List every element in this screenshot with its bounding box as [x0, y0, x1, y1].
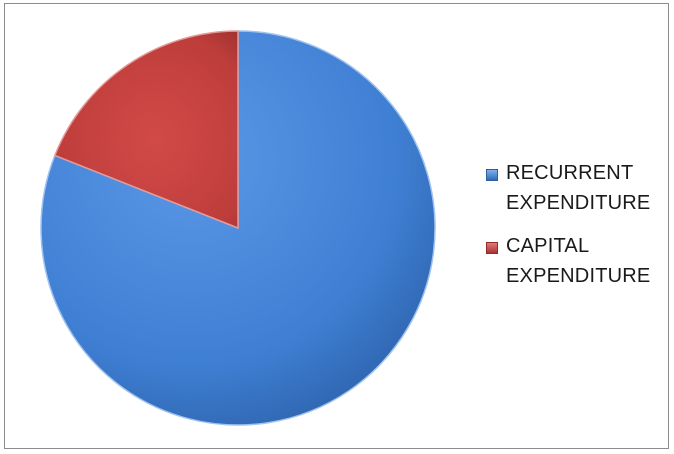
pie-slice-capital	[54, 30, 239, 229]
legend-label-capital: CAPITAL EXPENDITURE	[506, 235, 651, 287]
legend-label-recurrent: RECURRENT EXPENDITURE	[506, 162, 651, 214]
legend-swatch-recurrent	[486, 169, 498, 181]
legend-item-recurrent: RECURRENT EXPENDITURE	[484, 158, 664, 218]
legend-swatch-capital	[486, 242, 498, 254]
chart-legend: RECURRENT EXPENDITURE CAPITAL EXPENDITUR…	[484, 158, 664, 304]
legend-item-capital: CAPITAL EXPENDITURE	[484, 231, 664, 291]
